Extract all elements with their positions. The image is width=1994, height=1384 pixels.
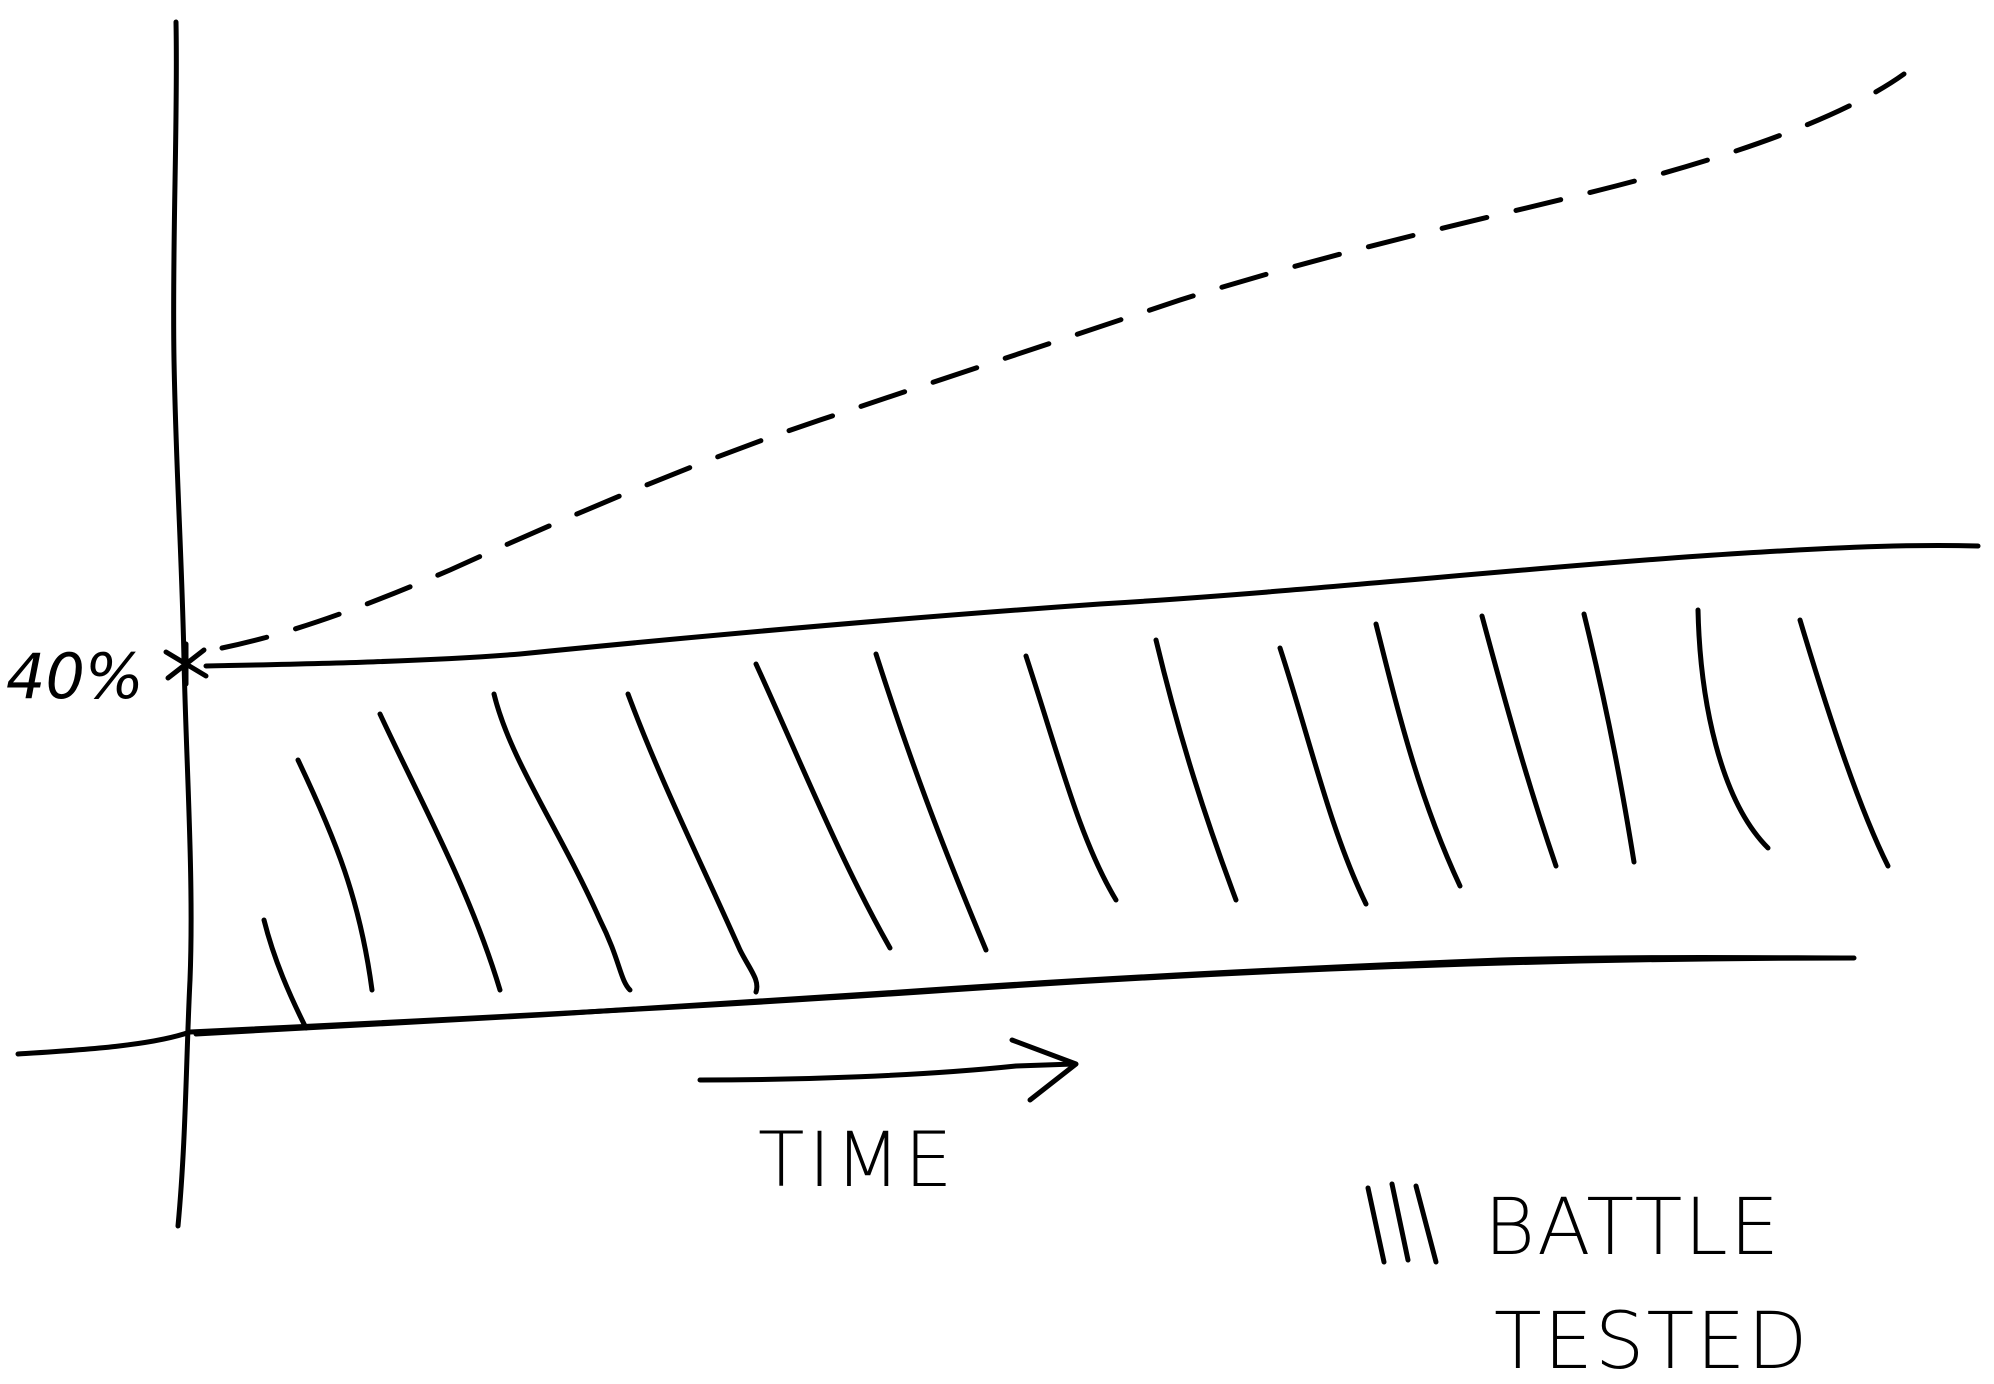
legend-line-2: TESTED: [1494, 1297, 1809, 1384]
dashed-trend-line: [219, 71, 1907, 651]
y-axis: [171, 19, 194, 1229]
time-arrow: [697, 1037, 1079, 1103]
legend-hatch-marker: [1365, 1181, 1439, 1265]
start-percent-label: 40%: [6, 640, 144, 713]
legend-line-1: BATTLE: [1484, 1183, 1781, 1273]
band-lower-line: [193, 955, 1855, 1037]
x-axis-label: TIME: [758, 1115, 956, 1204]
band-upper-line: [203, 542, 1981, 669]
legend: BATTLE TESTED: [1365, 1181, 1809, 1384]
start-point-asterisk: [163, 641, 209, 687]
band-hatching: [261, 607, 1891, 1031]
